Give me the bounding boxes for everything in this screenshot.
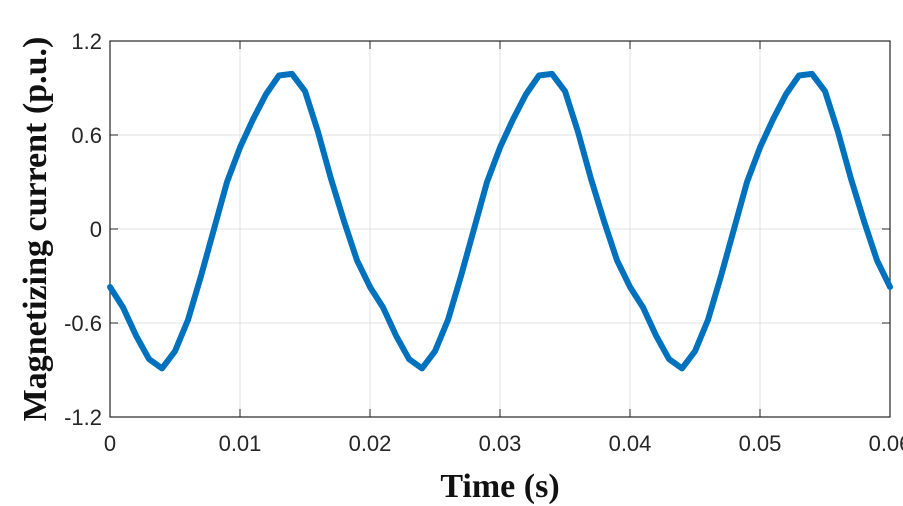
y-tick-label: 0	[90, 217, 102, 242]
x-tick-label: 0.01	[219, 431, 262, 456]
x-tick-label: 0.04	[609, 431, 652, 456]
y-tick-label: 1.2	[71, 29, 102, 54]
x-tick-label: 0.06	[869, 431, 903, 456]
y-tick-label: 0.6	[71, 123, 102, 148]
y-tick-label: -0.6	[64, 311, 102, 336]
x-axis-label: Time (s)	[440, 468, 559, 505]
x-tick-label: 0.02	[349, 431, 392, 456]
x-tick-label: 0.05	[739, 431, 782, 456]
y-axis-label: Magnetizing current (p.u.)	[17, 37, 54, 422]
x-tick-label: 0.03	[479, 431, 522, 456]
data-line	[107, 70, 893, 372]
plot-frame	[109, 40, 891, 418]
x-tick-label: 0	[104, 431, 116, 456]
y-tick-label: -1.2	[64, 405, 102, 430]
